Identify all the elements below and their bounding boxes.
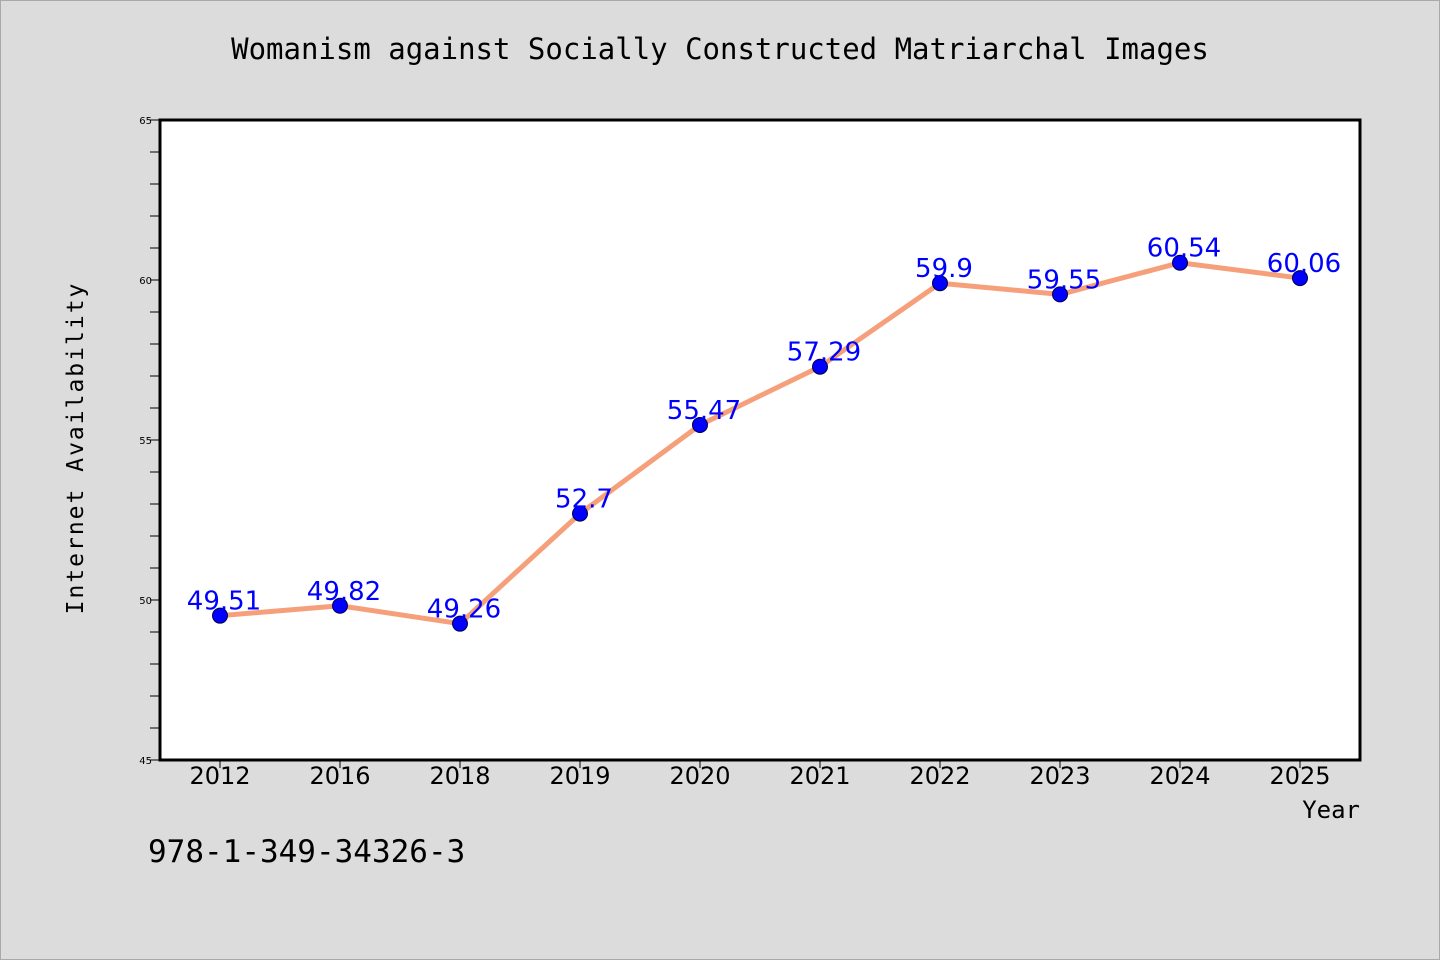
data-label: 52.7 [555,485,613,515]
data-point [452,615,468,632]
x-axis-ticks: 2012 2016 2018 2019 2020 2021 2022 2023 2024 2025 [189,760,1331,790]
x-axis-label: Year [1302,796,1360,824]
data-label: 55.47 [667,396,741,426]
data-labels: 49.51 49.82 49.26 52.7 55.47 57.29 59.9 59.55 60… [187,234,1341,625]
y-axis-ticks: 45 50 55 60 65 [139,116,160,767]
x-tick-label: 2020 [669,762,730,790]
y-tick-label: 50 [139,596,152,607]
data-label: 60.06 [1267,249,1341,279]
x-tick-label: 2025 [1269,762,1330,790]
data-label: 57.29 [787,338,861,368]
isbn-text: 978-1-349-34326-3 [148,834,466,870]
data-points [212,254,1308,632]
x-tick-label: 2012 [189,762,250,790]
data-point [572,505,588,522]
plot-area [158,118,1362,762]
data-label: 49.26 [427,595,501,625]
x-tick-label: 2016 [309,762,370,790]
x-tick-label: 2018 [429,762,490,790]
x-tick-label: 2022 [909,762,970,790]
data-point [1292,270,1308,287]
data-label: 59.55 [1027,265,1101,295]
x-tick-label: 2024 [1149,762,1210,790]
x-tick-label: 2019 [549,762,610,790]
y-tick-label: 45 [139,756,152,767]
data-point [692,416,708,433]
y-tick-label: 55 [139,436,152,447]
data-label: 59.9 [915,254,973,284]
data-label: 49.51 [187,587,261,617]
y-tick-label: 60 [139,276,152,287]
data-point [1172,254,1188,271]
data-label: 60.54 [1147,234,1221,264]
x-tick-label: 2023 [1029,762,1090,790]
data-point [812,358,828,375]
data-point [212,607,228,624]
y-tick-label: 65 [139,116,152,127]
chart-title: Womanism against Socially Constructed Ma… [231,32,1209,66]
data-label: 49.82 [307,577,381,607]
x-tick-label: 2021 [789,762,850,790]
series-line [217,260,1303,627]
data-point [932,275,948,292]
data-point [1052,286,1068,303]
data-point [332,597,348,614]
